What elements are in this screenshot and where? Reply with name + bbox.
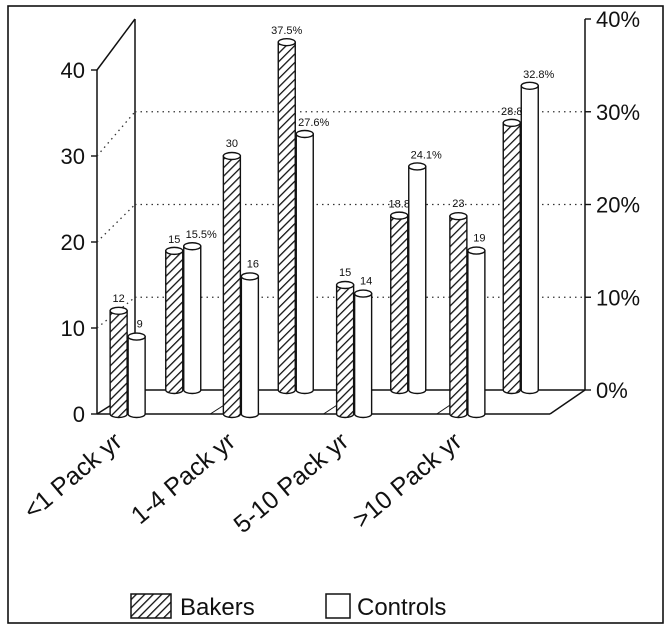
bar-bakers-count-1-pack-yr: [109, 306, 128, 419]
bar-controls-percent-10-pack-yr: [520, 81, 539, 395]
legend-swatch-controls: [325, 593, 351, 619]
label-bakers-count-5-10-pack-yr: 15: [339, 267, 351, 279]
right-tick-label-0: 0%: [596, 378, 628, 403]
legend-swatch-bakers: [130, 593, 172, 619]
bar-bakers-count-5-10-pack-yr: [335, 280, 355, 419]
bar-bakers-percent-10-pack-yr: [502, 118, 521, 395]
right-tick-label-4: 40%: [596, 7, 640, 32]
bar-controls-percent-1-4-pack-yr: [295, 129, 314, 395]
label-bakers-count-1-4-pack-yr: 30: [226, 138, 238, 150]
label-controls-count-1-pack-yr: 9: [137, 319, 143, 331]
right-floor-edge: [549, 389, 586, 415]
bar-bakers-count-1-4-pack-yr: [222, 151, 242, 419]
bar-bakers-count-10-pack-yr: [449, 211, 468, 419]
data-labels: 15 15.5% 12 9 37.5% 27.6% 30 16 18.8 24.1% 15 14 28.…: [113, 25, 555, 330]
label-bakers-count-10-pack-yr: 23: [452, 198, 464, 210]
gridline-side: [96, 204, 136, 243]
left-tick-label-4: 40: [61, 58, 85, 83]
label-bakers-percent-1-pack-yr: 15: [168, 234, 180, 246]
bar-controls-percent-1-pack-yr: [183, 242, 202, 395]
right-tick-label-2: 20%: [596, 193, 640, 218]
left-tick-label-1: 10: [61, 316, 85, 341]
right-tick-label-1: 10%: [596, 285, 640, 310]
bar-controls-count-1-4-pack-yr: [240, 272, 260, 419]
bar-bakers-percent-5-10-pack-yr: [390, 211, 409, 395]
label-controls-percent-10-pack-yr: 32.8%: [523, 69, 554, 81]
bar-controls-count-5-10-pack-yr: [353, 289, 373, 419]
left-axis: 0 10 20 30 40: [61, 58, 97, 427]
bar-controls-count-10-pack-yr: [467, 246, 486, 419]
legend-label-bakers: Bakers: [180, 594, 255, 621]
bars: [109, 37, 539, 419]
bar-bakers-percent-1-4-pack-yr: [277, 37, 296, 395]
label-controls-count-10-pack-yr: 19: [473, 233, 485, 245]
label-controls-count-1-4-pack-yr: 16: [247, 258, 259, 270]
label-controls-count-5-10-pack-yr: 14: [360, 276, 372, 288]
left-wall-top-edge: [96, 18, 136, 71]
left-tick-label-2: 20: [61, 230, 85, 255]
right-axis: 0% 10% 20% 30% 40%: [585, 7, 640, 403]
left-tick-label-0: 0: [73, 402, 85, 427]
bar-bakers-percent-1-pack-yr: [165, 246, 184, 395]
label-bakers-percent-1-4-pack-yr: 37.5%: [271, 25, 302, 37]
label-bakers-percent-10-pack-yr: 28.8: [501, 106, 522, 118]
label-controls-percent-1-pack-yr: 15.5%: [186, 229, 217, 241]
label-bakers-percent-5-10-pack-yr: 18.8: [389, 199, 410, 211]
label-bakers-count-1-pack-yr: 12: [113, 293, 125, 305]
bar-controls-percent-5-10-pack-yr: [408, 162, 427, 395]
bar-controls-count-1-pack-yr: [127, 332, 146, 419]
left-tick-label-3: 30: [61, 144, 85, 169]
label-controls-percent-5-10-pack-yr: 24.1%: [411, 149, 442, 161]
legend-label-controls: Controls: [357, 594, 446, 621]
chart-frame: [7, 5, 664, 624]
label-controls-percent-1-4-pack-yr: 27.6%: [298, 117, 329, 129]
right-tick-label-3: 30%: [596, 100, 640, 125]
legend: Bakers Controls: [130, 593, 446, 621]
